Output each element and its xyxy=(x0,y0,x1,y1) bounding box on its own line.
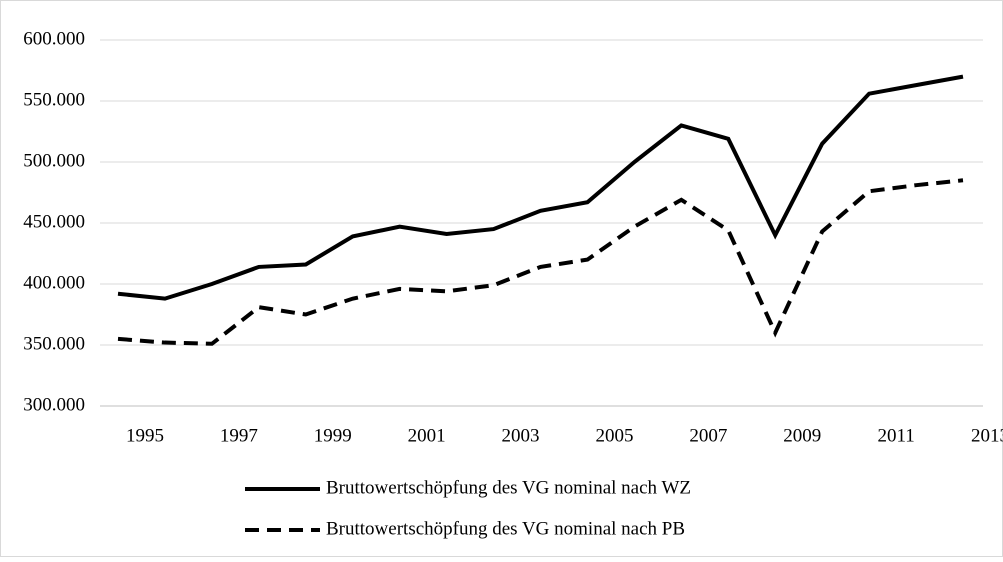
y-tick-label: 400.000 xyxy=(23,272,85,293)
x-tick-label: 2003 xyxy=(502,425,540,446)
y-tick-label: 500.000 xyxy=(23,150,85,171)
y-tick-label: 600.000 xyxy=(23,28,85,49)
x-tick-label: 2001 xyxy=(408,425,446,446)
y-tick-label: 550.000 xyxy=(23,89,85,110)
x-tick-label: 2011 xyxy=(877,425,914,446)
x-tick-label: 2009 xyxy=(783,425,821,446)
x-tick-label: 1999 xyxy=(314,425,352,446)
y-tick-label: 350.000 xyxy=(23,333,85,354)
series-line xyxy=(117,178,964,346)
y-tick-label: 450.000 xyxy=(23,211,85,232)
x-tick-label: 2005 xyxy=(595,425,633,446)
legend-label: Bruttowertschöpfung des VG nominal nach … xyxy=(326,477,691,498)
x-tick-label: 1997 xyxy=(220,425,258,446)
series-line xyxy=(117,74,964,301)
legend-label: Bruttowertschöpfung des VG nominal nach … xyxy=(326,518,685,539)
y-tick-label: 300.000 xyxy=(23,394,85,415)
x-tick-label: 2007 xyxy=(689,425,727,446)
x-tick-label: 1995 xyxy=(126,425,164,446)
x-tick-label: 2013 xyxy=(971,425,1003,446)
